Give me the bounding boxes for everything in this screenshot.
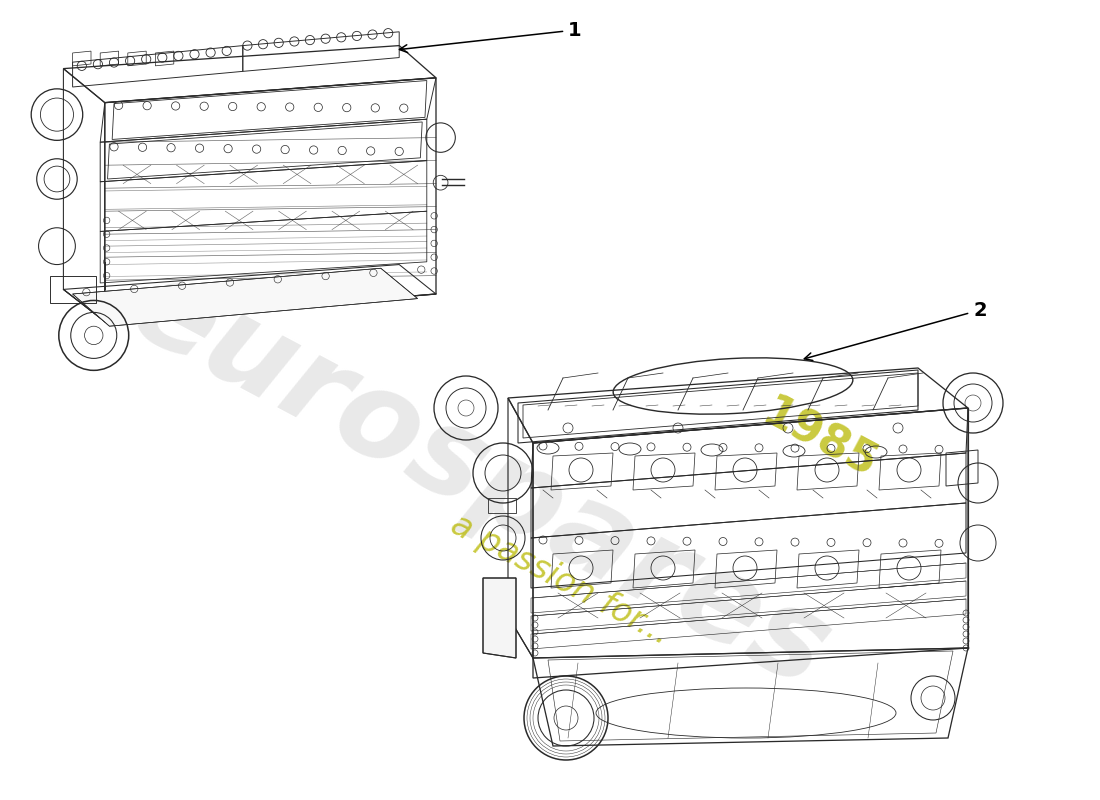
Text: eurospares: eurospares xyxy=(111,247,848,713)
Polygon shape xyxy=(73,268,418,326)
Text: 1: 1 xyxy=(399,21,582,53)
Polygon shape xyxy=(483,578,516,658)
Text: 1985: 1985 xyxy=(756,392,884,488)
Text: 2: 2 xyxy=(804,301,987,361)
Text: a passion for...: a passion for... xyxy=(444,508,675,652)
